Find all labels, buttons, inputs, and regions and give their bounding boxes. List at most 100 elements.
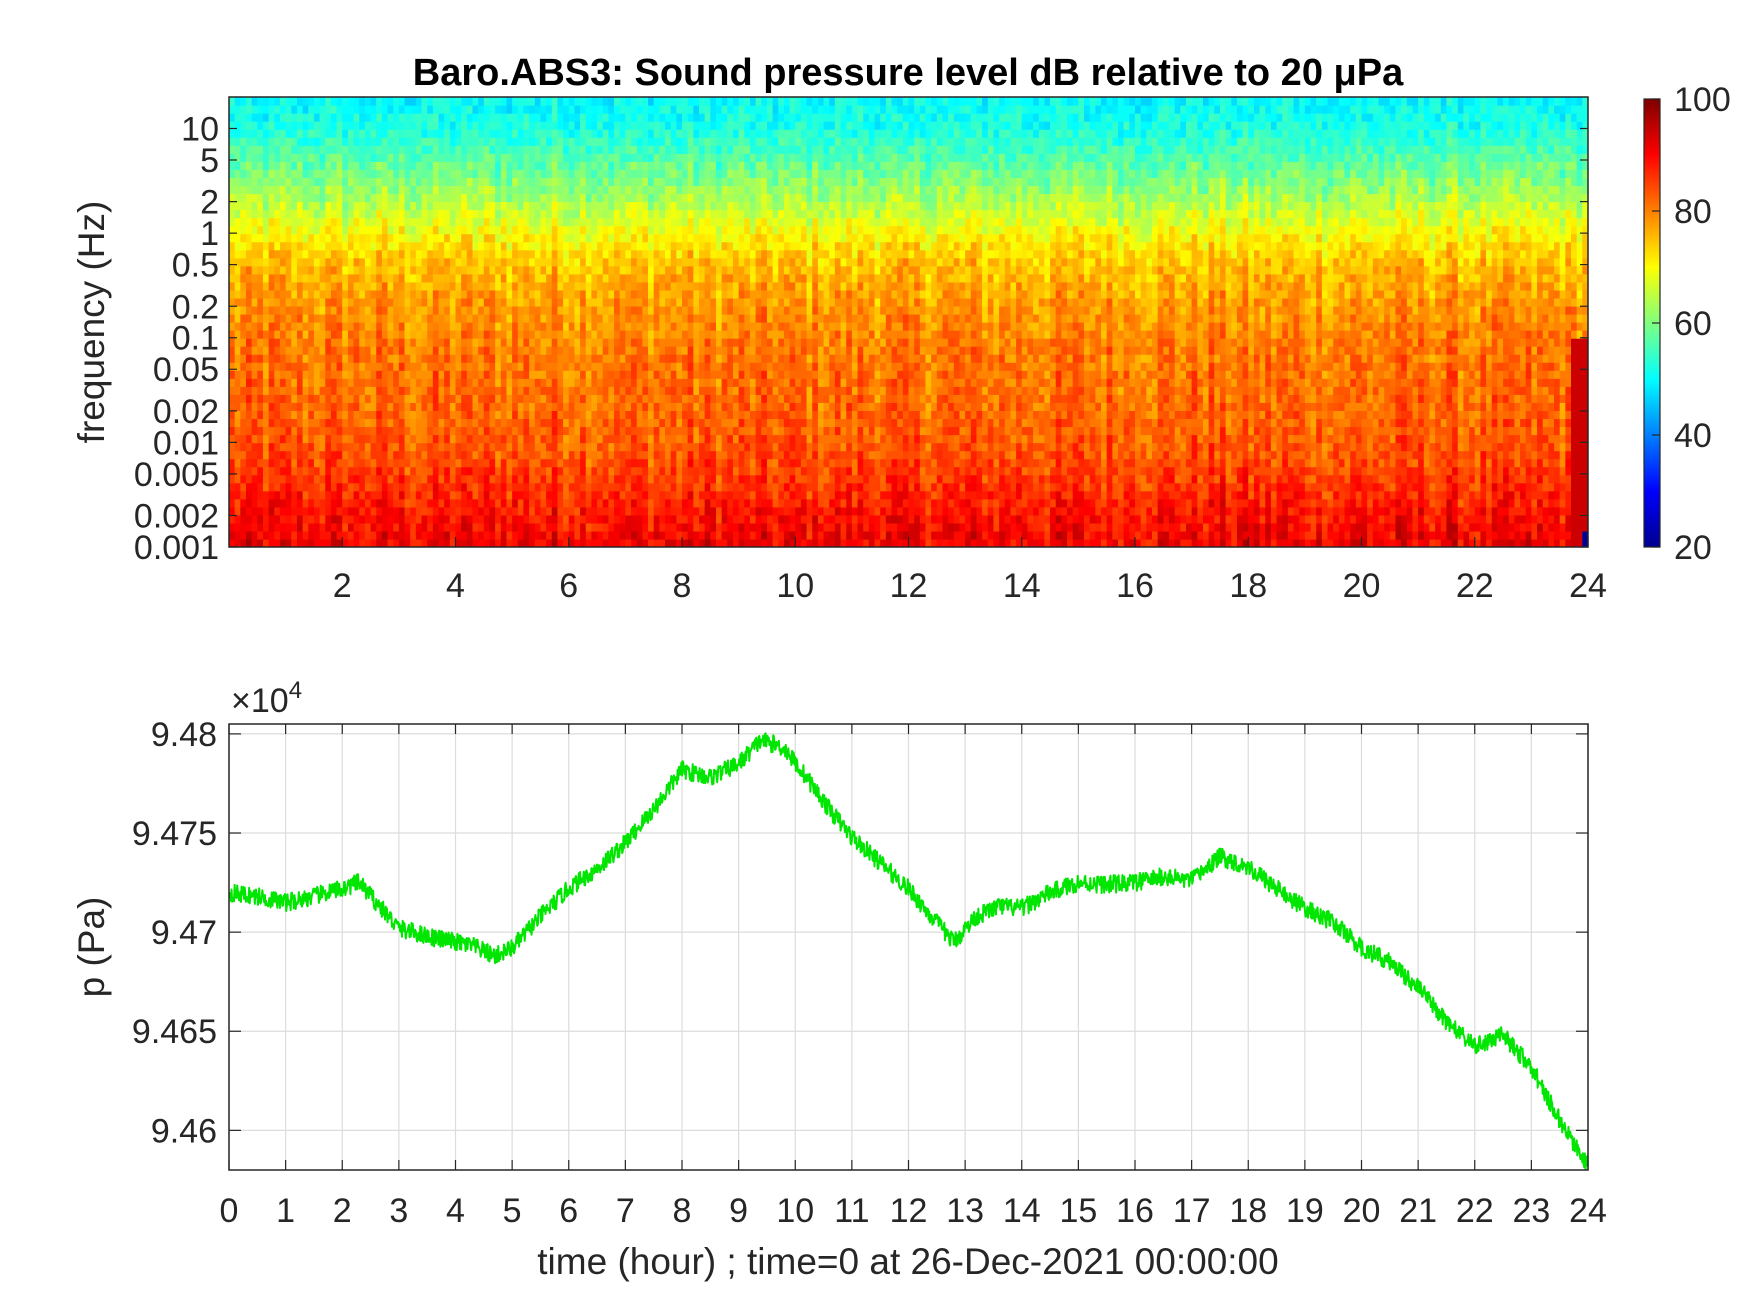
spectrogram-cell (806, 530, 813, 540)
spectrogram-cell (568, 442, 576, 452)
spectrogram-cell (257, 490, 264, 500)
spectrogram-cell (483, 498, 491, 508)
spectrogram-cell (795, 410, 802, 420)
spectrogram-cell (1225, 490, 1232, 500)
spectrogram-cell (478, 386, 485, 395)
spectrogram-cell (732, 386, 740, 395)
spectrogram-cell (240, 442, 247, 452)
spectrogram-cell (229, 394, 236, 403)
spectrogram-cell (619, 394, 626, 403)
spectrogram-cell (908, 530, 915, 540)
spectrogram-cell (229, 530, 236, 540)
spectrogram-cell (257, 514, 264, 524)
spectrogram-cell (698, 418, 706, 428)
spectrogram-cell (625, 418, 632, 428)
spectrogram-cell (432, 474, 440, 484)
spectrogram-cell (597, 522, 604, 532)
spectrogram-cell (1055, 394, 1062, 403)
spectrogram-cell (506, 378, 513, 387)
spectrogram-cell (1452, 514, 1459, 524)
spectrogram-cell (1559, 410, 1566, 420)
spectrogram-cell (732, 538, 740, 547)
spectrogram-cell (687, 466, 694, 476)
spectrogram-cell (1395, 402, 1402, 411)
spectrogram-cell (347, 402, 355, 411)
spectrogram-cell (512, 498, 519, 508)
spectrogram-cell (1520, 482, 1527, 492)
spectrogram-cell (359, 450, 366, 460)
spectrogram-cell (1129, 450, 1136, 460)
spectrogram-cell (1537, 434, 1544, 444)
spectrogram-cell (880, 466, 887, 476)
spectrogram-cell (1372, 450, 1380, 460)
spectrogram-cell (381, 410, 389, 420)
spectrogram-cell (1491, 506, 1498, 516)
spectrogram-cell (387, 530, 394, 540)
spectrogram-cell (1253, 482, 1261, 492)
spectrogram-cell (721, 490, 728, 500)
spectrogram-cell (370, 506, 377, 516)
spectrogram-cell (959, 450, 966, 460)
spectrogram-cell (1004, 490, 1012, 500)
spectrogram-cell (1055, 498, 1062, 508)
spectrogram-cell (1531, 530, 1538, 540)
spectrogram-cell (1463, 458, 1470, 468)
spectrogram-cell (398, 386, 406, 395)
spectrogram-cell (682, 522, 689, 532)
spectrogram-cell (868, 506, 876, 516)
spectrogram-cell (1118, 522, 1125, 532)
spectrogram-cell (1486, 506, 1493, 516)
spectrogram-cell (619, 474, 626, 484)
spectrogram-cell (608, 538, 615, 547)
spectrogram-cell (1033, 474, 1040, 484)
spectrogram-cell (319, 498, 326, 508)
spectrogram-cell (1361, 466, 1368, 476)
spectrogram-cell (1406, 418, 1414, 428)
spectrogram-cell (749, 394, 757, 403)
spectrogram-cell (1248, 482, 1255, 492)
spectrogram-cell (670, 426, 677, 436)
spectrogram-cell (1423, 458, 1431, 468)
spectrogram-cell (1429, 498, 1436, 508)
spectrogram-cell (279, 530, 287, 540)
spectrogram-cell (908, 394, 915, 403)
spectrogram-cell (614, 378, 621, 387)
spectrogram-cell (1021, 530, 1029, 540)
spectrogram-cell (1418, 402, 1425, 411)
spectrogram-cell (1542, 394, 1549, 403)
spectrogram-cell (285, 434, 292, 444)
spectrogram-cell (268, 498, 275, 508)
spectrogram-cell (415, 522, 423, 532)
spectrogram-cell (817, 514, 825, 524)
spectrogram-cell (902, 490, 910, 500)
spectrogram-cell (1061, 442, 1068, 452)
spectrogram-cell (529, 450, 536, 460)
spectrogram-cell (495, 426, 502, 436)
spectrogram-cell (1276, 538, 1283, 547)
spectrogram-cell (851, 538, 859, 547)
spectrogram-cell (863, 386, 870, 395)
spectrogram-cell (1304, 378, 1312, 387)
spectrogram-cell (1384, 450, 1391, 460)
spectrogram-cell (410, 410, 417, 420)
spectrogram-cell (353, 498, 360, 508)
spectrogram-cell (302, 450, 309, 460)
spectrogram-cell (1554, 386, 1561, 395)
spectrogram-cell (1333, 434, 1340, 444)
spectrogram-cell (885, 434, 893, 444)
spectrogram-cell (1259, 490, 1266, 500)
spectrogram-cell (285, 506, 292, 516)
spectrogram-cell (1078, 530, 1085, 540)
spectrogram-cell (897, 466, 904, 476)
spectrogram-cell (1078, 498, 1085, 508)
spectrogram-cell (432, 402, 440, 411)
spectrogram-cell (1480, 434, 1487, 444)
spectrogram-cell (936, 498, 944, 508)
spectrogram-cell (1389, 490, 1397, 500)
spectrogram-cell (455, 530, 462, 540)
spectrogram-cell (619, 450, 626, 460)
spectrogram-cell (817, 458, 825, 468)
spectrogram-cell (393, 474, 400, 484)
spectrogram-cell (1191, 474, 1198, 484)
spectrogram-cell (523, 426, 530, 436)
